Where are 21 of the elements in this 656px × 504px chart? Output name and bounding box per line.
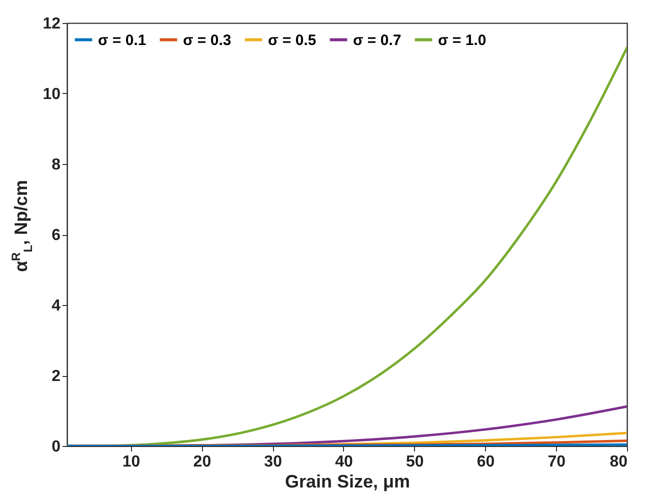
x-tick-label: 60 bbox=[476, 454, 495, 470]
y-tick-label: 12 bbox=[42, 16, 61, 32]
y-tick-label: 4 bbox=[52, 298, 61, 314]
y-tick-label: 10 bbox=[42, 86, 61, 103]
x-tick-label: 40 bbox=[335, 454, 353, 470]
y-tick-label: 2 bbox=[52, 368, 61, 385]
legend-label: σ = 0.1 bbox=[98, 32, 146, 49]
x-tick-label: 20 bbox=[193, 454, 212, 470]
x-tick-label: 70 bbox=[548, 454, 566, 470]
legend-label: σ = 0.7 bbox=[353, 32, 402, 49]
x-tick-label: 30 bbox=[264, 454, 282, 470]
y-tick-label: 0 bbox=[52, 438, 61, 456]
legend-label: σ = 0.3 bbox=[183, 32, 232, 49]
x-tick-label: 10 bbox=[122, 454, 140, 470]
x-axis-title: Grain Size, μm bbox=[284, 472, 410, 492]
y-tick-label: 6 bbox=[52, 227, 61, 244]
x-tick-label: 80 bbox=[610, 454, 628, 470]
y-tick-label: 8 bbox=[52, 156, 61, 174]
x-tick-label: 50 bbox=[406, 454, 424, 470]
legend-label: σ = 0.5 bbox=[268, 32, 316, 49]
legend-label: σ = 1.0 bbox=[438, 32, 486, 49]
